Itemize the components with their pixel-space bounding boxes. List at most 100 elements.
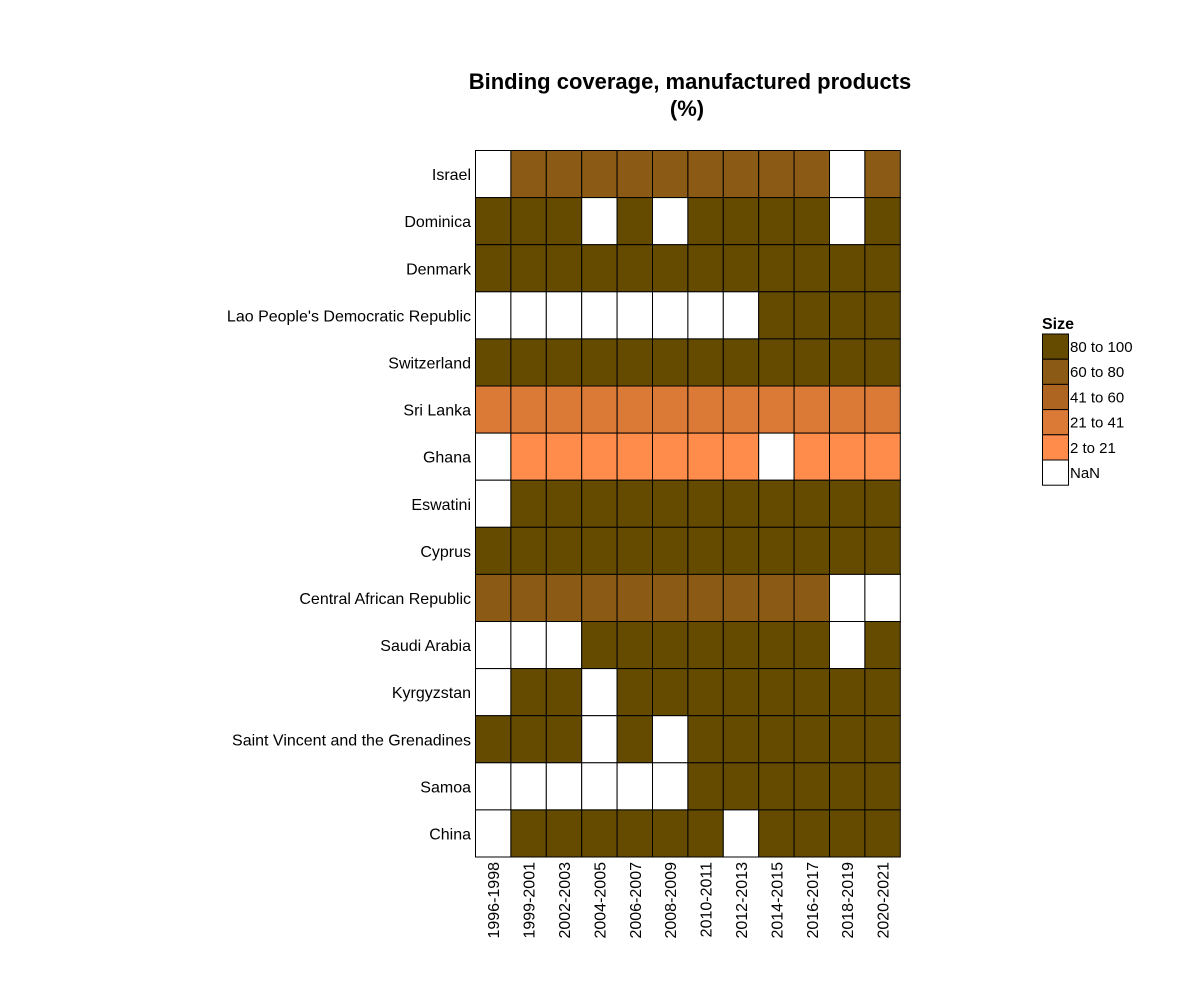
x-tick-label: 2006-2007 — [628, 862, 645, 939]
heatmap-cell — [864, 526, 901, 575]
heatmap-cell — [758, 291, 795, 340]
heatmap-cell — [475, 762, 512, 811]
heatmap-cell — [581, 715, 618, 764]
heatmap-cell — [864, 338, 901, 387]
heatmap-cell — [581, 432, 618, 481]
heatmap-cell — [793, 479, 830, 528]
y-tick-label: Cyprus — [420, 544, 471, 561]
x-tick-label: 2008-2009 — [663, 862, 680, 939]
heatmap-cell — [616, 762, 653, 811]
heatmap-cell — [793, 338, 830, 387]
heatmap-cell — [793, 668, 830, 717]
heatmap-cell — [758, 668, 795, 717]
heatmap-cell — [652, 526, 689, 575]
x-tick-label: 2010-2011 — [699, 862, 716, 937]
y-tick-label: Lao People's Democratic Republic — [227, 308, 471, 325]
legend-label: 60 to 80 — [1070, 364, 1124, 381]
heatmap-cell — [864, 197, 901, 246]
heatmap-cell — [652, 715, 689, 764]
heatmap-cell — [758, 621, 795, 670]
x-tick-label: 1996-1998 — [486, 862, 503, 939]
heatmap-cell — [793, 432, 830, 481]
x-tick-label: 2012-2013 — [734, 862, 751, 939]
heatmap-cell — [616, 621, 653, 670]
heatmap-cell — [793, 197, 830, 246]
heatmap-cell — [722, 573, 760, 623]
heatmap-cell — [545, 291, 583, 340]
heatmap-cell — [793, 244, 830, 293]
y-tick-label: Ghana — [423, 450, 471, 467]
heatmap-cell — [475, 291, 512, 340]
heatmap-cell — [475, 432, 512, 481]
heatmap-cell — [545, 762, 583, 811]
legend-label: 80 to 100 — [1070, 339, 1133, 356]
heatmap-cell — [652, 432, 689, 481]
heatmap-cell — [475, 479, 512, 528]
heatmap-cell — [510, 197, 547, 246]
heatmap-cell — [722, 432, 760, 481]
x-tick-label: 1999-2001 — [522, 862, 539, 939]
heatmap-cell — [652, 809, 689, 858]
y-tick-label: Sri Lanka — [403, 403, 471, 420]
heatmap-cell — [581, 762, 618, 811]
heatmap-cell — [864, 621, 901, 670]
x-tick-label: 2020-2021 — [876, 862, 893, 939]
heatmap-cell — [829, 385, 866, 434]
heatmap-cell — [758, 338, 795, 387]
heatmap-cell — [581, 385, 618, 434]
heatmap-cell — [687, 668, 724, 717]
heatmap-cell — [475, 668, 512, 717]
heatmap-cell — [652, 150, 689, 199]
heatmap-cell — [510, 479, 547, 528]
heatmap-cell — [829, 762, 866, 811]
legend-swatch — [1042, 434, 1069, 461]
heatmap-cell — [510, 291, 547, 340]
heatmap-cell — [758, 197, 795, 246]
heatmap-cell — [722, 197, 760, 246]
heatmap-cell — [687, 150, 724, 199]
heatmap-cell — [687, 621, 724, 670]
heatmap-cell — [581, 244, 618, 293]
heatmap-cell — [687, 385, 724, 434]
heatmap-cell — [687, 244, 724, 293]
heatmap-cell — [581, 150, 618, 199]
heatmap-cell — [687, 573, 724, 623]
heatmap-cell — [722, 244, 760, 293]
y-tick-label: Eswatini — [411, 497, 471, 514]
heatmap-cell — [722, 621, 760, 670]
heatmap-cell — [510, 809, 547, 858]
heatmap-cell — [829, 197, 866, 246]
heatmap-cell — [616, 809, 653, 858]
heatmap-cell — [829, 573, 866, 623]
heatmap-cell — [616, 715, 653, 764]
heatmap-cell — [864, 573, 901, 623]
heatmap-cell — [510, 621, 547, 670]
y-tick-label: Switzerland — [388, 355, 471, 372]
heatmap-cell — [545, 715, 583, 764]
heatmap-cell — [545, 526, 583, 575]
heatmap-cell — [475, 715, 512, 764]
heatmap-cell — [510, 573, 547, 623]
heatmap-cell — [581, 197, 618, 246]
heatmap-cell — [652, 762, 689, 811]
heatmap-cell — [829, 526, 866, 575]
legend-label: 41 to 60 — [1070, 389, 1124, 406]
heatmap-cell — [758, 150, 795, 199]
heatmap-cell — [510, 762, 547, 811]
heatmap-cell — [652, 668, 689, 717]
heatmap-cell — [687, 338, 724, 387]
y-axis-tick-labels: Israel Dominica Denmark Lao People's Democr… — [227, 167, 472, 843]
heatmap-cell — [722, 291, 760, 340]
heatmap-cell — [616, 244, 653, 293]
heatmap-cell — [652, 244, 689, 293]
heatmap-cell — [829, 432, 866, 481]
legend-swatch — [1042, 383, 1069, 411]
heatmap-cell — [652, 573, 689, 623]
heatmap-cell — [864, 432, 901, 481]
y-tick-label: China — [429, 826, 471, 843]
heatmap-cell — [793, 621, 830, 670]
legend-label: 21 to 41 — [1070, 415, 1124, 432]
x-tick-label: 2004-2005 — [592, 862, 609, 939]
